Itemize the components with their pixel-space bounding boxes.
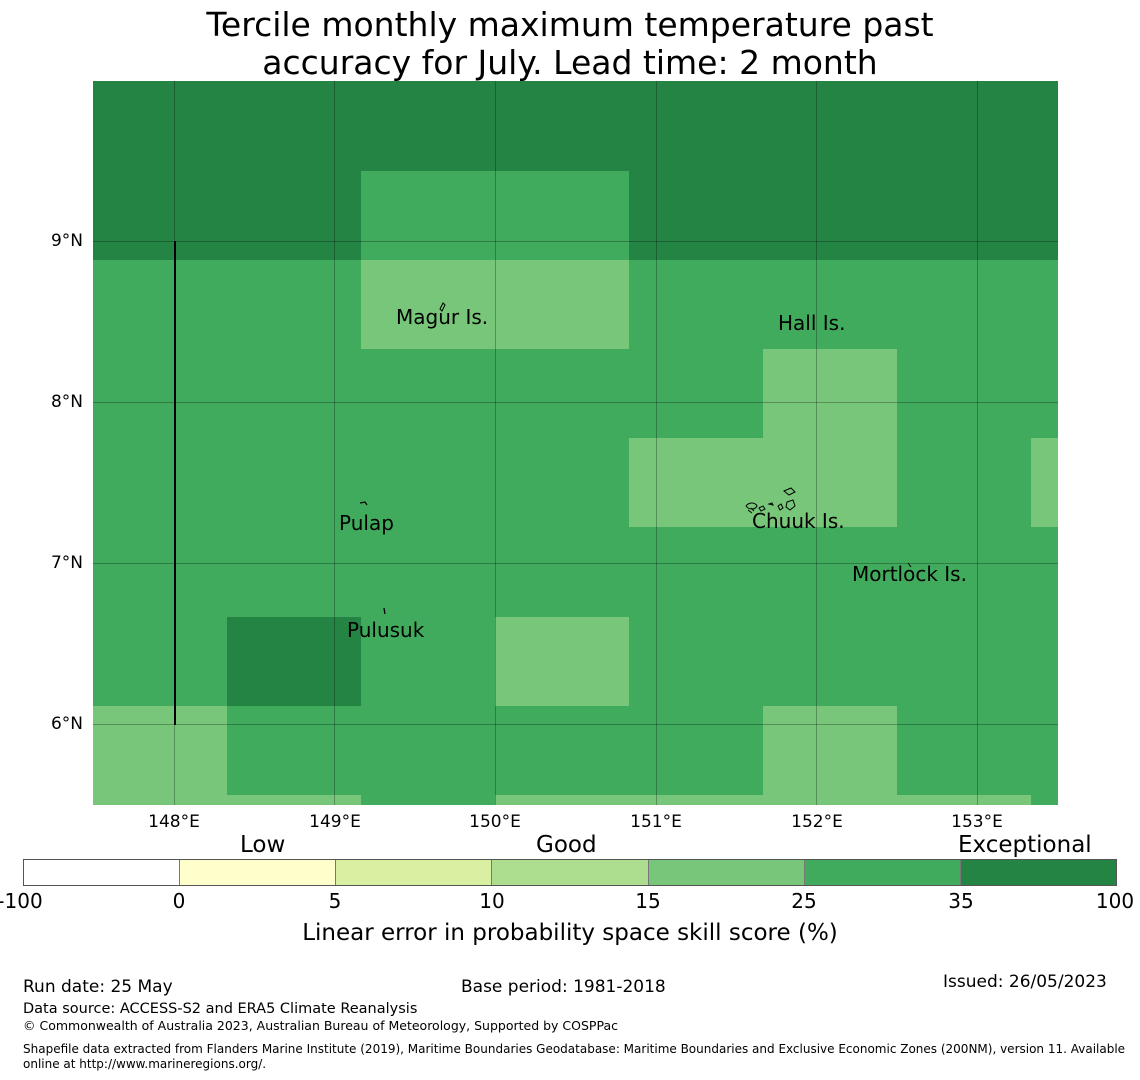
colorbar-tick-label: 100 (1095, 889, 1135, 913)
colorbar-tick-label: 0 (172, 889, 186, 913)
data-source: Data source: ACCESS-S2 and ERA5 Climate … (23, 1001, 418, 1017)
island-outline-pulusuk (383, 607, 386, 615)
eez-boundary-line (174, 241, 176, 725)
colorbar-segment (180, 860, 337, 885)
skill-cell-good-light (1031, 438, 1058, 527)
meridian-gridline (977, 81, 978, 805)
place-label-chuuk: Chuuk Is. (752, 509, 845, 533)
parallel-gridline (93, 724, 1058, 725)
colorbar-tick-label: 35 (948, 889, 974, 913)
place-label-magur: Magur Is. (396, 305, 489, 329)
colorbar-segment (492, 860, 649, 885)
base-period: Base period: 1981-2018 (461, 977, 666, 997)
longitude-label: 151°E (630, 812, 682, 832)
place-label-pulap: Pulap (339, 511, 394, 535)
longitude-label: 150°E (469, 812, 521, 832)
skill-cell-good-light (93, 706, 227, 805)
place-label-hall: Hall Is. (778, 311, 846, 335)
colorbar-segment (24, 860, 181, 885)
copyright: © Commonwealth of Australia 2023, Austra… (23, 1018, 618, 1033)
colorbar-tick-label: -100 (0, 889, 43, 913)
place-label-pulusuk: Pulusuk (347, 618, 425, 642)
skill-cell-good-light (495, 617, 629, 706)
colorbar-tick-label: 10 (479, 889, 505, 913)
skill-cell-good-light (763, 706, 897, 805)
longitude-label: 148°E (148, 812, 200, 832)
meridian-gridline (816, 81, 817, 805)
skill-cell-good-light (763, 349, 897, 438)
colorbar-segment (336, 860, 493, 885)
latitude-label: 8°N (50, 392, 83, 412)
colorbar-tick-label: 25 (791, 889, 817, 913)
island-outline-pulap (359, 501, 368, 506)
parallel-gridline (93, 402, 1058, 403)
island-outline-mortlock (907, 562, 912, 568)
shapefile-credit: Shapefile data extracted from Flanders M… (23, 1042, 1126, 1071)
skill-cell-good-light (495, 795, 763, 805)
run-date: Run date: 25 May (23, 977, 173, 997)
latitude-label: 7°N (50, 553, 83, 573)
map-title-line-2: accuracy for July. Lead time: 2 month (262, 43, 878, 82)
colorbar-category-low: Low (240, 832, 286, 858)
island-outline-magur (439, 302, 446, 312)
parallel-gridline (93, 241, 1058, 242)
skill-map: Magur Is. Hall Is. Pulap Chuuk Is. Mortl… (93, 81, 1058, 805)
skill-cell-good-light (227, 795, 361, 805)
latitude-label: 6°N (50, 714, 83, 734)
colorbar-category-good: Good (536, 832, 597, 858)
map-title: Tercile monthly maximum temperature past… (0, 6, 1140, 82)
colorbar-category-exceptional: Exceptional (958, 832, 1092, 858)
longitude-label: 153°E (951, 812, 1003, 832)
skill-cell-good-light (361, 260, 629, 349)
place-label-mortlock: Mortlock Is. (852, 562, 967, 586)
map-title-line-1: Tercile monthly maximum temperature past (206, 5, 934, 44)
longitude-label: 152°E (791, 812, 843, 832)
colorbar-segment (648, 860, 805, 885)
colorbar (23, 859, 1117, 886)
issued-date: Issued: 26/05/2023 (943, 972, 1107, 992)
colorbar-tick-label: 15 (635, 889, 661, 913)
meridian-gridline (495, 81, 496, 805)
skill-cell-good-light (897, 795, 1031, 805)
meridian-gridline (334, 81, 335, 805)
latitude-label: 9°N (50, 231, 83, 251)
island-outline-chuuk (745, 487, 796, 514)
colorbar-title: Linear error in probability space skill … (302, 920, 838, 946)
colorbar-tick-label: 5 (328, 889, 342, 913)
parallel-gridline (93, 563, 1058, 564)
colorbar-segment (960, 860, 1116, 885)
skill-cell-good-light (629, 438, 897, 527)
longitude-label: 149°E (309, 812, 361, 832)
skill-cell-good (361, 171, 629, 260)
skill-cell-exceptional (227, 617, 361, 706)
colorbar-segment (804, 860, 961, 885)
meridian-gridline (656, 81, 657, 805)
